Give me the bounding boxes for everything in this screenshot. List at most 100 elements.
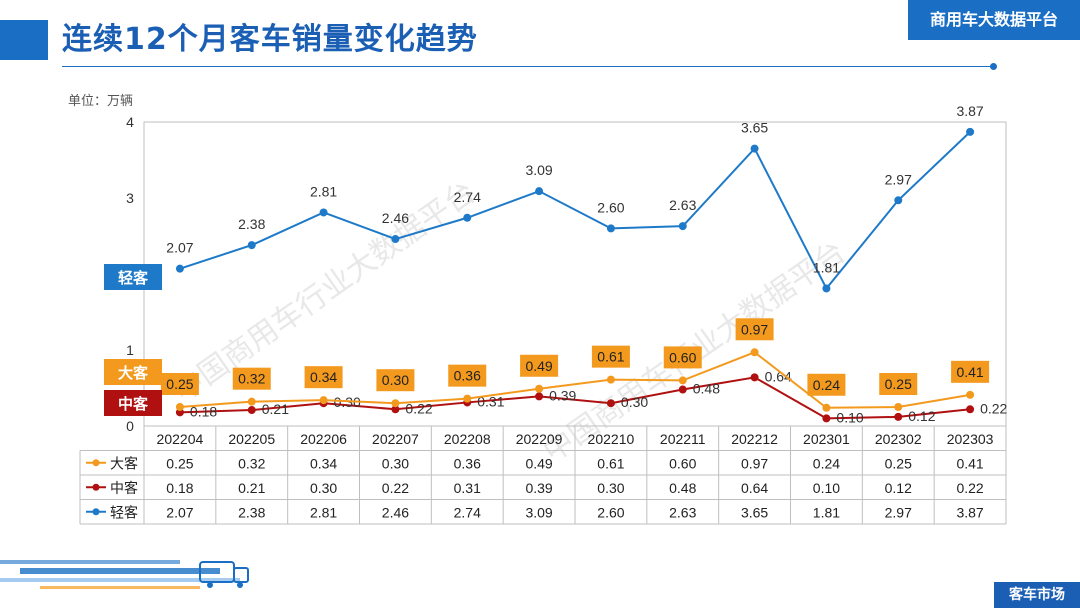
series-tag-medium: 中客 bbox=[118, 395, 149, 413]
data-label-light: 2.07 bbox=[166, 240, 193, 256]
data-point-medium bbox=[535, 392, 544, 401]
data-point-medium bbox=[966, 405, 975, 414]
data-label-box-large bbox=[879, 373, 918, 395]
data-label-light: 2.74 bbox=[454, 189, 481, 205]
table-header-cell: 202208 bbox=[444, 431, 491, 447]
data-label-medium: 0.10 bbox=[836, 409, 863, 425]
data-point-medium bbox=[678, 385, 687, 394]
series-line-large bbox=[179, 351, 971, 409]
table-cell: 0.12 bbox=[885, 480, 912, 496]
data-point-medium bbox=[894, 412, 903, 421]
data-label-large: 0.24 bbox=[813, 377, 840, 393]
section-tag: 客车市场 bbox=[994, 582, 1080, 608]
data-point-large bbox=[606, 375, 615, 384]
data-label-medium: 0.48 bbox=[693, 381, 720, 397]
data-label-large: 0.34 bbox=[310, 369, 337, 385]
data-label-large: 0.60 bbox=[669, 349, 696, 365]
table-cell: 2.63 bbox=[669, 505, 696, 521]
table-cell: 2.07 bbox=[166, 505, 193, 521]
data-label-light: 2.97 bbox=[885, 171, 912, 187]
truck-decoration bbox=[0, 560, 249, 589]
data-point-medium bbox=[750, 373, 759, 382]
data-point-medium bbox=[606, 399, 615, 408]
data-point-light bbox=[966, 127, 975, 136]
data-label-large: 0.25 bbox=[166, 376, 193, 392]
y-tick-label: 0 bbox=[126, 418, 134, 434]
legend-label-large: 大客 bbox=[110, 456, 138, 473]
data-label-light: 2.63 bbox=[669, 197, 696, 213]
data-label-large: 0.61 bbox=[597, 349, 624, 365]
data-label-large: 0.36 bbox=[454, 368, 481, 384]
data-point-large bbox=[535, 384, 544, 393]
series-line-medium bbox=[179, 376, 971, 420]
data-point-large bbox=[822, 403, 831, 412]
data-label-box-large bbox=[807, 373, 846, 396]
series-tag-box-large bbox=[104, 359, 162, 385]
unit-label: 单位：万辆 bbox=[68, 94, 134, 109]
legend-marker-medium bbox=[92, 483, 100, 491]
data-label-light: 1.81 bbox=[813, 259, 840, 275]
table-cell: 2.46 bbox=[382, 505, 409, 521]
data-label-light: 2.60 bbox=[597, 199, 624, 215]
data-label-medium: 0.64 bbox=[765, 368, 792, 384]
data-point-large bbox=[463, 394, 472, 403]
table-cell: 0.36 bbox=[454, 456, 481, 472]
table-cell: 0.39 bbox=[525, 480, 552, 496]
table-cell: 0.41 bbox=[956, 456, 983, 472]
table-cell: 0.49 bbox=[525, 456, 552, 472]
data-label-medium: 0.22 bbox=[980, 400, 1007, 416]
table-header-cell: 202302 bbox=[875, 431, 922, 447]
data-label-light: 2.38 bbox=[238, 216, 265, 232]
table-cell: 0.18 bbox=[166, 480, 193, 496]
data-label-light: 3.87 bbox=[956, 103, 983, 119]
data-label-medium: 0.30 bbox=[621, 394, 648, 410]
data-label-large: 0.49 bbox=[525, 358, 552, 374]
table-cell: 0.60 bbox=[669, 456, 696, 472]
table-cell: 0.25 bbox=[885, 456, 912, 472]
data-label-medium: 0.22 bbox=[405, 400, 432, 416]
legend-marker-large bbox=[92, 459, 100, 467]
table-cell: 0.25 bbox=[166, 456, 193, 472]
data-point-light bbox=[391, 235, 400, 244]
title-accent bbox=[0, 20, 48, 60]
data-label-box-large bbox=[304, 366, 343, 389]
data-point-light bbox=[535, 187, 544, 196]
data-label-light: 3.65 bbox=[741, 120, 768, 136]
data-label-large: 0.25 bbox=[885, 376, 912, 392]
data-label-large: 0.32 bbox=[238, 371, 265, 387]
y-tick-label: 3 bbox=[126, 190, 134, 206]
table-header-cell: 202211 bbox=[660, 431, 706, 447]
data-point-large bbox=[894, 403, 903, 411]
data-point-medium bbox=[391, 405, 400, 414]
data-point-large bbox=[391, 399, 400, 408]
data-label-box-large bbox=[591, 345, 630, 368]
table-header-cell: 202207 bbox=[372, 431, 419, 447]
data-point-light bbox=[678, 222, 687, 231]
table-cell: 1.81 bbox=[813, 505, 840, 521]
data-label-large: 0.97 bbox=[741, 321, 768, 337]
data-label-box-large bbox=[735, 318, 774, 341]
data-point-light bbox=[247, 241, 256, 250]
data-point-light bbox=[606, 224, 615, 233]
data-label-light: 2.46 bbox=[382, 210, 409, 226]
table-cell: 0.32 bbox=[238, 456, 265, 472]
table-cell: 0.30 bbox=[310, 480, 337, 496]
table-cell: 3.09 bbox=[525, 505, 552, 521]
table-cell: 2.97 bbox=[885, 505, 912, 521]
table-cell: 0.48 bbox=[669, 480, 696, 496]
data-point-large bbox=[678, 376, 687, 385]
y-tick-label: 4 bbox=[126, 114, 134, 130]
table-cell: 0.21 bbox=[238, 480, 265, 496]
data-label-box-large bbox=[663, 346, 702, 369]
table-cell: 0.34 bbox=[310, 456, 337, 472]
data-point-light bbox=[822, 284, 831, 293]
data-label-box-large bbox=[160, 373, 199, 395]
table-cell: 0.30 bbox=[597, 480, 624, 496]
table-header-cell: 202212 bbox=[731, 431, 778, 447]
data-label-box-large bbox=[376, 369, 415, 392]
table-cell: 0.61 bbox=[597, 456, 624, 472]
title-bar: 连续12个月客车销量变化趋势 bbox=[0, 8, 1080, 72]
data-point-light bbox=[319, 208, 328, 217]
data-point-large bbox=[247, 397, 256, 406]
